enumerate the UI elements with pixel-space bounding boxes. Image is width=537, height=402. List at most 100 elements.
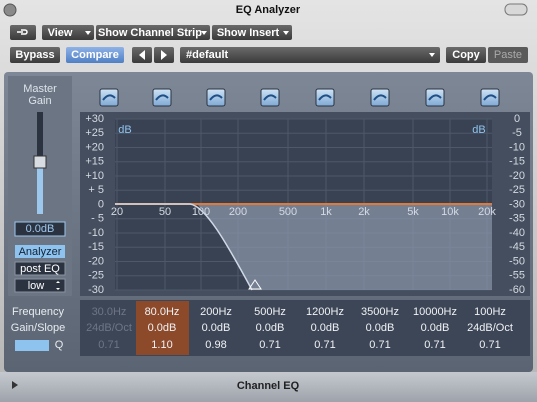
gain-value: 0.0dB [26,223,55,235]
left-scale-label: -10 [88,227,104,239]
paste-label: Paste [494,49,522,61]
band-gain: 0.0dB [256,322,285,334]
gain-value-box[interactable] [14,221,66,237]
band-q: 0.71 [314,339,335,351]
band-icon[interactable] [315,88,335,107]
left-scale-label: -15 [88,241,104,253]
freq-label: 20k [478,206,496,218]
left-scale-label: +30 [85,113,104,125]
band-frequency: 3500Hz [361,306,399,318]
band-q: 1.10 [151,339,172,351]
left-scale-label: +15 [85,156,104,168]
paste-button[interactable] [488,47,528,63]
right-scale-label: -35 [509,213,525,225]
band-icon-glyph [155,94,169,101]
menu-channel-strip[interactable] [96,25,210,40]
analyzer-resolution[interactable] [14,278,66,293]
band-icons [99,88,500,107]
right-scale-label: -40 [509,227,525,239]
gain-slider-handle[interactable] [33,155,47,169]
analyzer-label: Analyzer [19,246,62,258]
menu-arrow [85,31,91,35]
menu-insert[interactable] [212,25,292,40]
left-scale-label: + 5 [88,184,104,196]
right-scale-label: -30 [509,198,525,210]
right-scale-label: -10 [509,141,525,153]
analyzer-position[interactable] [14,261,66,276]
analyzer-button[interactable] [15,245,65,258]
band-icon[interactable] [260,88,280,107]
right-scale-label: -5 [512,127,522,139]
band-icon[interactable] [206,88,226,107]
copy-label: Copy [452,49,480,61]
band-icon-glyph [373,94,387,101]
menu-view[interactable] [42,25,94,40]
band-icon[interactable] [99,88,119,107]
freq-label: 5k [407,206,419,218]
band-q: 0.71 [369,339,390,351]
band-q: 0.71 [424,339,445,351]
band-frequency: 100Hz [474,306,506,318]
footer-disclosure[interactable] [12,381,18,389]
band-icon[interactable] [480,88,500,107]
compare-button[interactable] [66,47,124,63]
band-icon-glyph [209,94,223,101]
band-q: 0.98 [205,339,226,351]
freq-label: 20 [111,206,123,218]
band-frequency: 1200Hz [306,306,344,318]
master-label: Master [23,83,57,95]
left-scale-label: +25 [85,127,104,139]
toolbar-toggle[interactable] [504,3,528,16]
row-label: Gain/Slope [11,322,65,334]
copy-button[interactable] [446,47,486,63]
right-scale-label: -15 [509,156,525,168]
left-scale-label: +20 [85,141,104,153]
analyzer-resolution-label: low [28,280,45,292]
unit-right: dB [472,124,485,136]
menu-label: Show Channel Strip [98,27,202,39]
band-icon[interactable] [152,88,172,107]
next-icon [161,50,167,60]
band-frequency: 30.0Hz [92,306,127,318]
right-scale-label: -55 [509,270,525,282]
band-icon-glyph [318,94,332,101]
band-icon[interactable] [425,88,445,107]
band-marker[interactable] [248,279,262,290]
eq-curve [115,203,253,291]
footer [0,372,537,402]
menu-arrow [201,31,207,35]
bypass-button[interactable] [10,47,60,63]
freq-label: 2k [358,206,370,218]
freq-label: 1k [320,206,332,218]
band-q: 0.71 [98,339,119,351]
resolution-arrows [56,281,60,290]
right-scale-label: -50 [509,255,525,267]
right-scale-label: -45 [509,241,525,253]
menu-label: Show Insert [217,27,280,39]
freq-label: 200 [229,206,247,218]
right-scale-label: -60 [509,284,525,296]
menu-arrow [283,31,289,35]
q-link-button[interactable] [15,340,49,351]
right-scale-label: -20 [509,170,525,182]
preset-label: #default [186,49,229,61]
freq-label: 50 [159,206,171,218]
band-gain: 0.0dB [202,322,231,334]
menu-label: View [48,27,73,39]
row-label: Frequency [12,306,64,318]
band-q: 0.71 [259,339,280,351]
preset-menu[interactable] [180,47,440,63]
band-icon[interactable] [370,88,390,107]
band-gain: 24dB/Oct [467,322,513,334]
right-scale-label: 0 [514,113,520,125]
left-scale-label: +10 [85,170,104,182]
left-scale-label: -20 [88,255,104,267]
bypass-label: Bypass [15,49,54,61]
left-scale-label: -30 [88,284,104,296]
freq-label: 100 [192,206,210,218]
left-scale-label: - 5 [91,213,104,225]
band-gain: 0.0dB [421,322,450,334]
close-button[interactable] [3,3,17,17]
